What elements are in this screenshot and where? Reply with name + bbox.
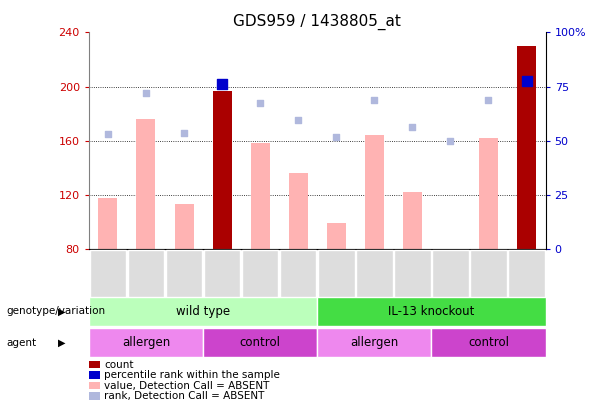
Point	[293, 117, 303, 124]
Point	[484, 97, 493, 103]
Bar	[327, 223, 346, 249]
Bar	[289, 173, 308, 249]
FancyBboxPatch shape	[508, 250, 545, 318]
Bar	[213, 91, 232, 249]
Point	[522, 78, 531, 84]
Text: allergen: allergen	[122, 336, 170, 349]
Bar	[403, 192, 422, 249]
Point	[255, 100, 265, 106]
FancyBboxPatch shape	[242, 250, 278, 318]
Bar	[365, 135, 384, 249]
Bar	[479, 138, 498, 249]
Title: GDS959 / 1438805_at: GDS959 / 1438805_at	[234, 13, 401, 30]
Bar	[175, 205, 194, 249]
Point	[179, 129, 189, 136]
Text: agent: agent	[6, 338, 36, 347]
Point	[446, 137, 455, 144]
Text: wild type: wild type	[176, 305, 230, 318]
Point	[103, 131, 113, 137]
Point	[141, 90, 151, 96]
Text: IL-13 knockout: IL-13 knockout	[388, 305, 474, 318]
Text: control: control	[468, 336, 509, 349]
FancyBboxPatch shape	[280, 250, 316, 318]
Bar	[251, 143, 270, 249]
FancyBboxPatch shape	[128, 250, 164, 318]
Text: ▶: ▶	[58, 338, 65, 347]
FancyBboxPatch shape	[394, 250, 431, 318]
Bar	[517, 46, 536, 249]
Bar	[137, 119, 156, 249]
Point	[408, 124, 417, 130]
Text: count: count	[104, 360, 134, 369]
FancyBboxPatch shape	[89, 250, 126, 318]
Text: control: control	[240, 336, 281, 349]
FancyBboxPatch shape	[356, 250, 392, 318]
Text: value, Detection Call = ABSENT: value, Detection Call = ABSENT	[104, 381, 270, 390]
Bar	[99, 198, 118, 249]
Point	[217, 81, 227, 87]
Text: genotype/variation: genotype/variation	[6, 307, 105, 316]
FancyBboxPatch shape	[204, 250, 240, 318]
Text: percentile rank within the sample: percentile rank within the sample	[104, 370, 280, 380]
FancyBboxPatch shape	[166, 250, 202, 318]
Point	[332, 133, 341, 140]
FancyBboxPatch shape	[470, 250, 507, 318]
Text: rank, Detection Call = ABSENT: rank, Detection Call = ABSENT	[104, 391, 265, 401]
Text: ▶: ▶	[58, 307, 65, 316]
FancyBboxPatch shape	[318, 250, 354, 318]
Text: allergen: allergen	[350, 336, 398, 349]
Point	[370, 97, 379, 103]
FancyBboxPatch shape	[432, 250, 469, 318]
